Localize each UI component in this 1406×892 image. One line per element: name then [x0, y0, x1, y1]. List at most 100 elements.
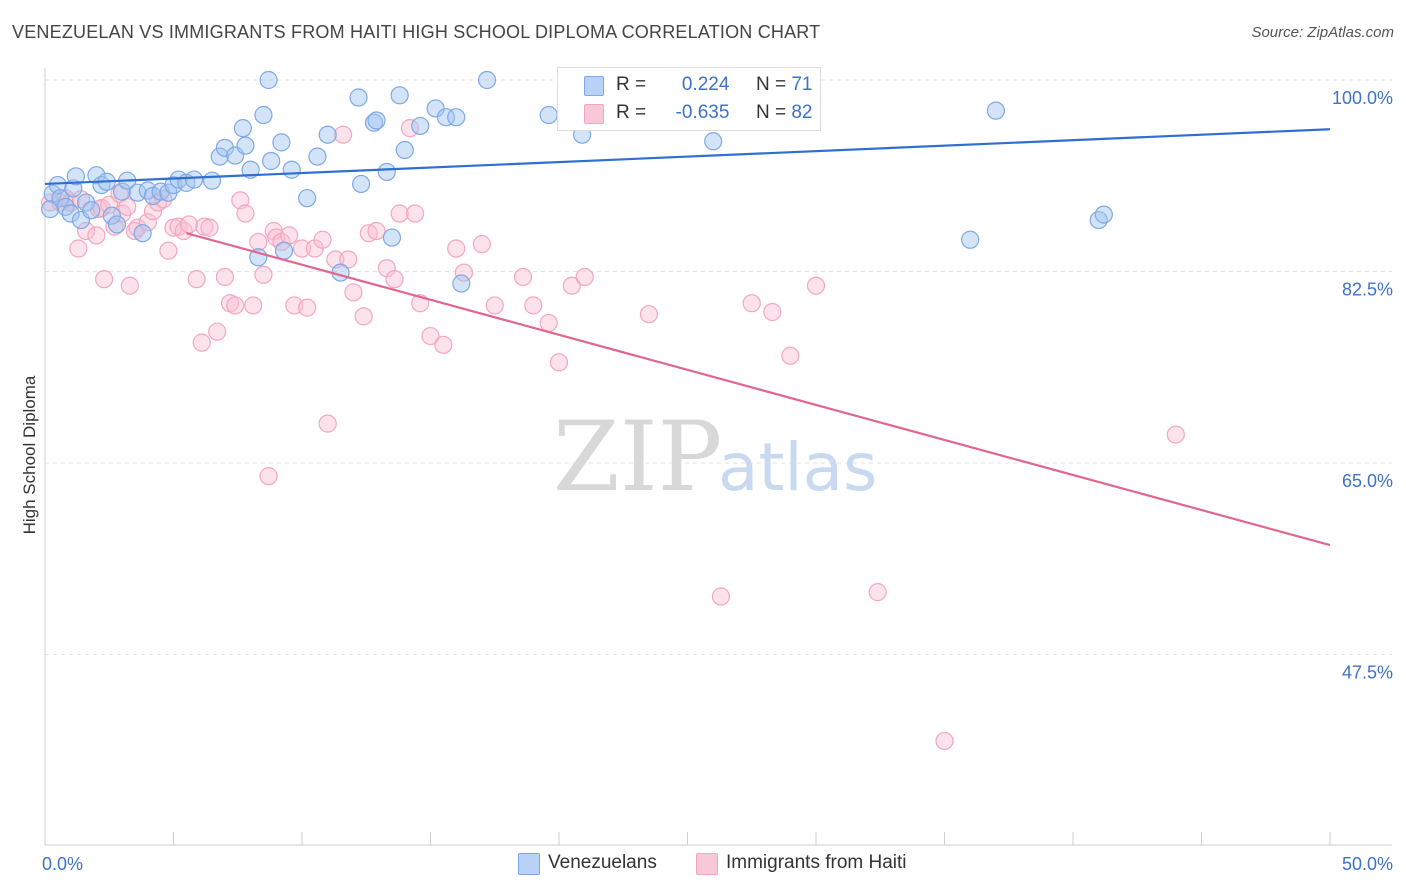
x-tick-label: 50.0% — [1342, 854, 1393, 874]
venezuelans-point — [112, 182, 132, 201]
haiti-point — [575, 267, 594, 287]
legend-n-value: 71 — [791, 74, 813, 95]
haiti-point — [95, 270, 114, 289]
haiti-point — [143, 202, 163, 221]
venezuelans-point — [377, 162, 396, 182]
haiti-point — [87, 226, 106, 245]
haiti-point — [405, 204, 425, 223]
haiti-point — [763, 302, 782, 322]
venezuelans-point — [352, 174, 371, 194]
haiti-point — [138, 213, 157, 232]
venezuelans-point — [282, 160, 301, 179]
haiti-point — [292, 239, 312, 258]
haiti-point — [1166, 425, 1185, 444]
haiti-point — [524, 296, 543, 315]
haiti-point — [513, 267, 533, 287]
legend-r-label: R = — [616, 102, 647, 123]
venezuelans-point — [82, 201, 101, 220]
watermark-zip: ZIP — [553, 401, 722, 513]
venezuelans-point — [452, 274, 471, 293]
haiti-point — [187, 270, 206, 289]
haiti-point — [200, 218, 219, 237]
venezuelans-point — [133, 224, 152, 243]
haiti-point — [447, 239, 466, 258]
legend-n-label: N = — [755, 102, 787, 123]
venezuelans-point — [262, 151, 281, 171]
venezuelans-point — [102, 206, 121, 225]
haiti-point — [334, 125, 353, 144]
haiti-point — [781, 346, 800, 365]
haiti-point — [69, 239, 88, 258]
series-legend-label: Immigrants from Haiti — [726, 852, 907, 873]
venezuelans-point — [1089, 210, 1108, 230]
haiti-point — [249, 232, 268, 252]
x-tick-label: 0.0% — [42, 854, 83, 874]
haiti-point — [259, 467, 278, 486]
venezuelans-point — [254, 105, 273, 125]
venezuelans-point — [51, 189, 70, 208]
legend-n-value: 82 — [791, 102, 813, 123]
venezuelans-point — [274, 241, 294, 260]
venezuelans-point — [138, 181, 157, 200]
x-tick-labels: 0.0% 50.0% — [42, 854, 1393, 874]
legend-swatch-pink — [584, 104, 604, 124]
y-tick-label: 47.5% — [1342, 663, 1393, 683]
haiti-point — [318, 414, 337, 433]
legend-n-label: N = — [755, 74, 787, 95]
haiti-point — [485, 296, 504, 315]
haiti-point — [254, 265, 273, 284]
correlation-legend: R = 0.224 N = 71 R = -0.635 N = 82 — [557, 67, 821, 131]
haiti-point — [390, 204, 409, 223]
haiti-point — [711, 587, 731, 606]
venezuelans-point — [395, 140, 414, 160]
venezuelans-point — [210, 147, 229, 166]
y-tick-label: 82.5% — [1342, 280, 1393, 300]
haiti-point — [128, 218, 147, 237]
venezuelans-point — [436, 108, 456, 127]
venezuelans-point — [107, 215, 127, 234]
venezuelans-point — [236, 136, 255, 155]
haiti-point — [562, 276, 581, 295]
haiti-point — [868, 583, 887, 602]
legend-r-value: -0.635 — [675, 102, 730, 123]
haiti-point — [472, 235, 491, 254]
y-tick-labels: 100.0% 82.5% 65.0% 47.5% — [1332, 88, 1393, 683]
chart-title: VENEZUELAN VS IMMIGRANTS FROM HAITI HIGH… — [12, 22, 821, 42]
venezuelans-point — [61, 204, 80, 223]
legend-swatch-blue — [584, 76, 604, 96]
haiti-trend-line — [186, 232, 1331, 547]
haiti-point — [434, 335, 453, 354]
venezuelans-point — [318, 125, 337, 144]
y-tick-label: 65.0% — [1342, 471, 1393, 491]
venezuelans-point — [961, 230, 980, 249]
legend-r-value: 0.224 — [681, 74, 730, 95]
haiti-point — [639, 305, 659, 324]
venezuelans-point — [367, 111, 386, 130]
y-axis-label: High School Diploma — [20, 375, 39, 534]
venezuelans-point — [272, 133, 291, 152]
venezuelans-point — [184, 170, 204, 189]
venezuelans-point — [986, 101, 1006, 120]
y-tick-label: 100.0% — [1332, 88, 1393, 108]
legend-swatch-blue — [518, 853, 540, 875]
haiti-point — [344, 283, 363, 302]
haiti-point — [454, 263, 474, 282]
haiti-point — [280, 226, 299, 245]
haiti-point — [236, 204, 255, 223]
haiti-point — [215, 267, 234, 287]
legend-r-label: R = — [616, 74, 647, 95]
venezuelans-point — [411, 116, 430, 136]
haiti-point — [192, 333, 211, 352]
axes — [44, 68, 1392, 846]
venezuelans-point — [382, 228, 402, 247]
haiti-point — [935, 731, 954, 751]
haiti-point — [159, 241, 178, 260]
source-label: Source: ZipAtlas.com — [1251, 24, 1394, 41]
venezuelans-point — [233, 119, 252, 138]
series-legend-label: Venezuelans — [548, 852, 657, 873]
venezuelans-point — [298, 189, 317, 208]
venezuelans-point — [349, 88, 368, 107]
haiti-point — [77, 221, 96, 241]
haiti-point — [120, 276, 139, 295]
venezuelans-point — [364, 113, 384, 132]
